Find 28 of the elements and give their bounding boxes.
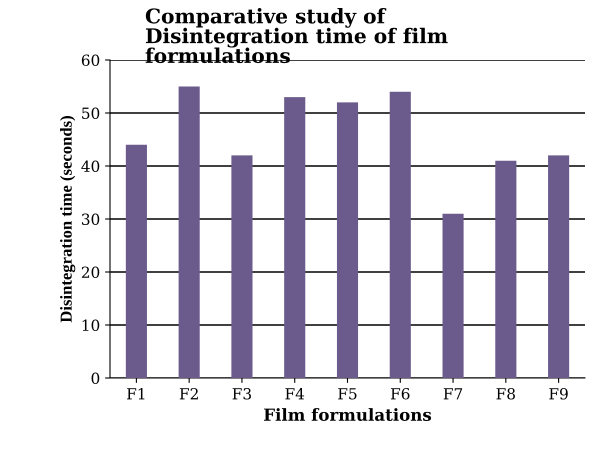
y-tick-label: 0 [92, 372, 100, 384]
x-tick-label: F4 [285, 388, 304, 400]
y-tick-label: 50 [82, 107, 100, 120]
bar [336, 102, 358, 378]
x-tick-label: F5 [338, 388, 356, 400]
x-tick-label: F1 [127, 388, 144, 400]
bar [495, 160, 516, 378]
bar [548, 155, 570, 378]
bar [284, 97, 306, 378]
x-tick-label: F2 [180, 388, 198, 400]
y-tick-label: 20 [82, 266, 100, 278]
x-axis-title: Film formulations [264, 408, 432, 421]
bar [126, 144, 147, 378]
chart-title: Comparative study of Disintegration time of film formulations [146, 8, 448, 64]
x-tick-label: F7 [444, 388, 462, 400]
x-tick-label: F6 [390, 388, 410, 400]
bar [231, 155, 252, 378]
bar [178, 86, 200, 378]
y-tick-label: 40 [81, 160, 100, 172]
y-tick-label: 60 [82, 54, 100, 66]
y-tick-label: 10 [82, 319, 100, 332]
y-tick-label: 30 [82, 213, 100, 226]
x-tick-label: F9 [549, 388, 568, 400]
bar [390, 92, 411, 378]
x-tick-label: F3 [232, 388, 251, 400]
y-axis-title: Disintegration time (seconds) [60, 116, 76, 322]
x-tick-label: F8 [496, 388, 515, 400]
bar [442, 214, 464, 378]
